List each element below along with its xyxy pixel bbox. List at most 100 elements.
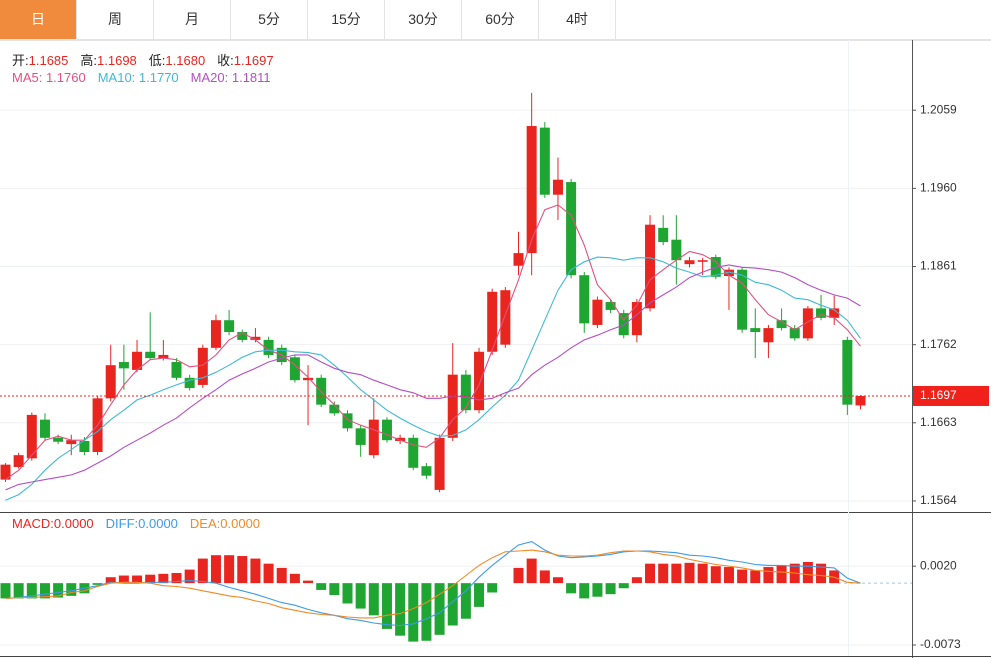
candle-body xyxy=(487,291,498,352)
macd-bar xyxy=(118,575,129,584)
macd-bar xyxy=(579,583,590,599)
candle-body xyxy=(671,239,682,261)
candle-body xyxy=(132,351,143,370)
candle-body xyxy=(618,313,629,336)
macd-bar xyxy=(145,574,156,584)
macd-bar xyxy=(460,583,471,619)
candle-body xyxy=(605,302,616,310)
macd-bar xyxy=(303,580,314,584)
y-tick-label: 1.1663 xyxy=(920,415,957,429)
candle-body xyxy=(592,299,603,325)
candle-body xyxy=(579,275,590,324)
candle-body xyxy=(145,351,156,359)
info-value: 1.1697 xyxy=(233,53,274,68)
candle-body xyxy=(750,328,761,333)
candle-body xyxy=(184,377,195,389)
period-tab[interactable]: 60分 xyxy=(462,0,539,39)
period-tab[interactable]: 周 xyxy=(77,0,154,39)
macd-bar xyxy=(92,583,103,585)
y-tick-label: 1.1960 xyxy=(920,181,957,195)
ma-line xyxy=(5,256,861,501)
legend-entry: MACD:0.0000 xyxy=(12,516,94,531)
candle-body xyxy=(566,182,577,276)
ma-legend: MA5: 1.1760 MA10: 1.1770 MA20: 1.1811 xyxy=(12,70,283,85)
macd-bar xyxy=(513,567,524,584)
macd-bar xyxy=(802,561,813,584)
macd-bar xyxy=(0,583,11,599)
macd-bar xyxy=(395,583,406,636)
last-price-box xyxy=(913,385,989,406)
candle-body xyxy=(368,419,379,456)
y-tick-label: -0.0073 xyxy=(920,637,961,651)
candle-body xyxy=(289,357,300,381)
period-tabs: 日周月 5分 15分 30分 60分 4时 xyxy=(0,0,991,40)
macd-bar xyxy=(342,583,353,604)
period-tab[interactable]: 4时 xyxy=(539,0,616,39)
candle-body xyxy=(224,320,235,333)
macd-bar xyxy=(368,583,379,616)
candle-body xyxy=(434,437,445,490)
macd-bar xyxy=(434,583,445,635)
macd-bar xyxy=(329,583,340,596)
candle-body xyxy=(118,362,129,369)
macd-bar xyxy=(447,583,458,626)
macd-bar xyxy=(355,583,366,609)
candle-body xyxy=(842,339,853,405)
macd-bar xyxy=(539,570,550,584)
ohlc-info: 开:1.1685 高:1.1698 低:1.1680 收:1.1697 xyxy=(12,50,286,69)
candle-body xyxy=(210,320,221,348)
macd-bar xyxy=(210,555,221,584)
macd-bar xyxy=(658,563,669,584)
candle-body xyxy=(26,414,37,459)
candle-body xyxy=(66,440,77,445)
candle-body xyxy=(460,374,471,411)
macd-bar xyxy=(566,583,577,594)
macd-bar xyxy=(13,583,24,599)
candle-body xyxy=(684,260,695,265)
candle-body xyxy=(105,365,116,399)
macd-bar xyxy=(723,567,734,584)
candle-body xyxy=(250,336,261,340)
candle-body xyxy=(526,126,537,254)
y-tick-label: 1.1762 xyxy=(920,337,957,351)
period-tab[interactable]: 5分 xyxy=(231,0,308,39)
legend-entry: DIFF:0.0000 xyxy=(105,516,178,531)
candle-body xyxy=(158,354,169,359)
candle-body xyxy=(658,227,669,243)
macd-legend: MACD:0.0000 DIFF:0.0000 DEA:0.0000 xyxy=(12,516,272,531)
candle-body xyxy=(776,320,787,329)
macd-bar xyxy=(408,583,419,642)
candle-body xyxy=(0,464,11,480)
candle-body xyxy=(789,328,800,339)
candle-body xyxy=(631,302,642,336)
macd-bar xyxy=(552,577,563,584)
candle-body xyxy=(552,179,563,195)
candle-body xyxy=(763,328,774,343)
info-value: 1.1698 xyxy=(97,53,137,68)
macd-bar xyxy=(592,583,603,597)
macd-bar xyxy=(697,563,708,584)
legend-entry: MA10: 1.1770 xyxy=(97,70,179,85)
legend-entry: MA20: 1.1811 xyxy=(190,70,271,85)
y-tick-label: 1.1564 xyxy=(920,493,957,507)
period-tab[interactable]: 日 xyxy=(0,0,77,39)
macd-bar xyxy=(631,577,642,584)
y-tick-label: 1.2059 xyxy=(920,102,957,116)
macd-bar xyxy=(105,577,116,584)
candle-body xyxy=(474,351,485,411)
period-tab[interactable]: 15分 xyxy=(308,0,385,39)
candle-body xyxy=(171,362,182,378)
ma-line xyxy=(5,264,861,491)
candle-body xyxy=(829,308,840,318)
macd-bar xyxy=(132,575,143,584)
candle-body xyxy=(697,260,708,262)
macd-bar xyxy=(381,583,392,629)
period-tab[interactable]: 月 xyxy=(154,0,231,39)
info-key: 开: xyxy=(12,53,29,68)
period-tab[interactable]: 30分 xyxy=(385,0,462,39)
macd-bar xyxy=(421,583,432,641)
macd-line xyxy=(5,549,861,619)
last-price-label: 1.1697 xyxy=(920,388,957,402)
macd-bar xyxy=(158,573,169,584)
candle-body xyxy=(421,466,432,476)
